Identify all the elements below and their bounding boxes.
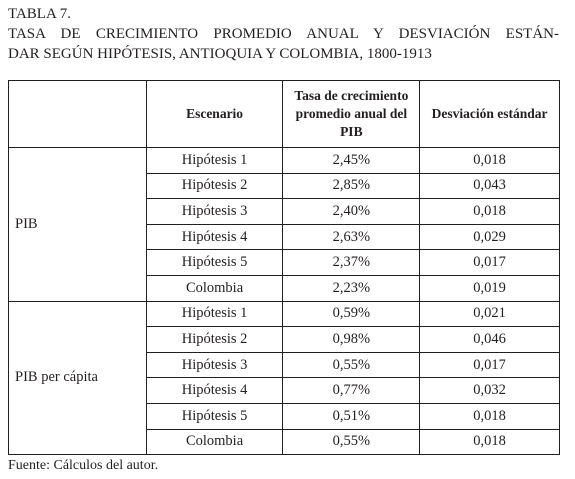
cell-tasa: 0,59% — [282, 300, 421, 328]
header-row: Escenario Tasa de crecimiento promedio a… — [8, 80, 560, 148]
table-row: Hipótesis 4 0,77% 0,032 — [9, 377, 560, 404]
cell-desviacion: 0,021 — [419, 300, 560, 328]
cell-escenario: Hipótesis 3 — [145, 198, 284, 225]
cell-desviacion: 0,029 — [419, 223, 560, 251]
data-table: Escenario Tasa de crecimiento promedio a… — [8, 80, 560, 456]
table-row: Hipótesis 3 2,40% 0,018 — [9, 198, 560, 225]
cell-desviacion: 0,018 — [419, 402, 560, 430]
cell-desviacion: 0,017 — [419, 351, 560, 379]
table-row: Hipótesis 4 2,63% 0,029 — [9, 223, 560, 251]
cell-tasa: 2,23% — [282, 274, 421, 302]
cell-escenario: Hipótesis 4 — [145, 223, 284, 251]
group-label-pib-per-capita: PIB per cápita — [8, 300, 147, 456]
cell-escenario: Hipótesis 4 — [145, 377, 284, 404]
table-row: Hipótesis 5 0,51% 0,018 — [9, 402, 560, 430]
source-footnote: Fuente: Cálculos del autor. — [8, 458, 159, 473]
cell-escenario: Hipótesis 1 — [145, 147, 284, 174]
table-title-line-2: DAR SEGÚN HIPÓTESIS, ANTIOQUIA Y COLOMBI… — [8, 46, 432, 62]
table-row: Colombia 2,23% 0,019 — [9, 274, 560, 302]
table-row: Hipótesis 2 2,85% 0,043 — [9, 172, 560, 200]
cell-tasa: 0,51% — [282, 402, 421, 430]
cell-escenario: Hipótesis 2 — [145, 172, 284, 200]
cell-escenario: Hipótesis 2 — [145, 326, 284, 353]
header-desviacion: Desviación estándar — [419, 80, 560, 148]
table-row: Hipótesis 2 0,98% 0,046 — [9, 326, 560, 353]
header-tasa: Tasa de crecimiento promedio anual del P… — [282, 80, 421, 148]
table-caption: TABLA 7. TASA DE CRECIMIENTO PROMEDIO AN… — [8, 4, 568, 64]
cell-tasa: 2,63% — [282, 223, 421, 251]
cell-tasa: 0,55% — [282, 428, 421, 456]
header-escenario: Escenario — [145, 80, 284, 148]
cell-escenario: Hipótesis 5 — [145, 249, 284, 276]
cell-escenario: Colombia — [145, 274, 284, 302]
cell-tasa: 2,45% — [282, 147, 421, 174]
cell-tasa: 0,98% — [282, 326, 421, 353]
cell-desviacion: 0,032 — [419, 377, 560, 404]
cell-desviacion: 0,043 — [419, 172, 560, 200]
table-title-line-1: TASA DE CRECIMIENTO PROMEDIO ANUAL Y DES… — [8, 26, 559, 42]
cell-escenario: Hipótesis 5 — [145, 402, 284, 430]
cell-tasa: 2,85% — [282, 172, 421, 200]
cell-tasa: 0,77% — [282, 377, 421, 404]
cell-escenario: Hipótesis 1 — [145, 300, 284, 328]
cell-tasa: 0,55% — [282, 351, 421, 379]
cell-desviacion: 0,017 — [419, 249, 560, 276]
table-row: PIB per cápita Hipótesis 1 0,59% 0,021 — [8, 300, 560, 456]
cell-escenario: Colombia — [145, 428, 284, 456]
cell-desviacion: 0,018 — [419, 198, 560, 225]
cell-desviacion: 0,046 — [419, 326, 560, 353]
table-row: Hipótesis 3 0,55% 0,017 — [9, 351, 560, 379]
table-row: Hipótesis 5 2,37% 0,017 — [9, 249, 560, 276]
cell-desviacion: 0,018 — [419, 428, 560, 456]
group-label-pib: PIB — [8, 147, 147, 302]
cell-desviacion: 0,019 — [419, 274, 560, 302]
table-row: PIB Hipótesis 1 2,45% 0,018 — [8, 147, 560, 302]
cell-desviacion: 0,018 — [419, 147, 560, 174]
cell-tasa: 2,37% — [282, 249, 421, 276]
header-group — [8, 80, 147, 148]
cell-tasa: 2,40% — [282, 198, 421, 225]
table-label: TABLA 7. — [8, 6, 71, 22]
table-row: Colombia 0,55% 0,018 — [9, 428, 560, 456]
cell-escenario: Hipótesis 3 — [145, 351, 284, 379]
